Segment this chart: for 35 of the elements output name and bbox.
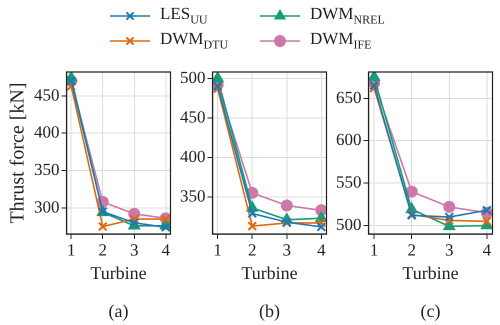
- x-tick-label: 2: [248, 240, 256, 260]
- x-tick-label: 3: [445, 240, 454, 260]
- y-tick-label: 550: [336, 172, 362, 192]
- x-tick-label: 4: [317, 240, 326, 260]
- x-tick-label: 3: [282, 240, 292, 260]
- x-tick-label: 4: [482, 240, 492, 260]
- y-tick-label: 400: [34, 122, 60, 142]
- x-tick-label: 1: [213, 240, 222, 260]
- x-tick-label: 3: [130, 240, 139, 260]
- y-tick-label: 500: [180, 68, 206, 87]
- x-tick-label: 2: [98, 240, 107, 260]
- x-tick-label: 1: [370, 240, 378, 260]
- legend-label: LES$_{UU}$: [160, 4, 208, 28]
- y-tick-label: 600: [336, 130, 362, 150]
- text: (a): [108, 301, 128, 321]
- y-tick-label: 500: [336, 214, 362, 234]
- x-tick-label: 2: [407, 240, 416, 260]
- x-tick-label: 4: [162, 240, 171, 260]
- x-axis-title: Turbine: [402, 262, 459, 283]
- text: (c): [420, 301, 440, 321]
- text: (b): [259, 301, 280, 321]
- y-tick-label: 350: [34, 160, 60, 180]
- legend-label: DWM$_{DTU}$: [160, 29, 228, 53]
- y-tick-label: 300: [34, 197, 60, 216]
- legend-label: DWM$_{NREL}$: [310, 4, 385, 28]
- y-tick-label: 450: [180, 107, 206, 126]
- x-axis-title: Turbine: [241, 262, 298, 283]
- x-tick-label: 1: [66, 240, 76, 260]
- x-axis-title: Turbine: [90, 262, 147, 283]
- y-tick-label: 350: [180, 186, 206, 206]
- legend-label: DWM$_{IFE}$: [310, 29, 372, 53]
- y-tick-label: 450: [34, 85, 60, 104]
- y-tick-label: 650: [336, 88, 362, 107]
- y-axis-title: Thrust force [kN]: [6, 82, 28, 224]
- y-tick-label: 400: [180, 146, 206, 166]
